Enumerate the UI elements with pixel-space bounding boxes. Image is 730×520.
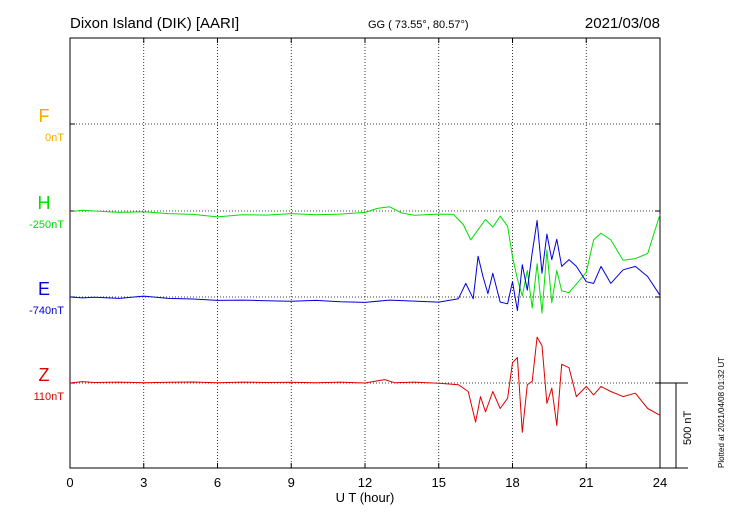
trace-z <box>69 336 661 433</box>
trace-h <box>69 206 661 314</box>
grid-lines <box>70 38 660 468</box>
data-traces <box>69 206 661 433</box>
component-labels: F 0nT H -250nT E -740nT Z 110nT <box>29 106 64 403</box>
component-baseline-e: -740nT <box>29 305 64 317</box>
component-letter-f: F <box>39 106 50 126</box>
x-tick-label: 9 <box>288 475 295 490</box>
trace-e <box>69 220 661 312</box>
x-tick-label: 18 <box>505 475 519 490</box>
x-axis-label: U T (hour) <box>336 490 395 505</box>
station-coordinates: GG ( 73.55°, 80.57°) <box>368 19 469 31</box>
x-tick-label: 0 <box>66 475 73 490</box>
component-baseline-z: 110nT <box>34 391 65 403</box>
component-baseline-h: -250nT <box>29 219 64 231</box>
component-baseline-f: 0nT <box>45 132 64 144</box>
scale-bar-label: 500 nT <box>682 410 694 445</box>
x-tick-label: 12 <box>358 475 372 490</box>
component-letter-h: H <box>38 193 51 213</box>
component-letter-z: Z <box>39 365 50 385</box>
x-tick-label: 3 <box>140 475 147 490</box>
plot-timestamp: Plotted at 2021/04/08 01:32 UT <box>717 357 726 468</box>
x-tick-label: 15 <box>432 475 446 490</box>
plot-date: 2021/03/08 <box>585 15 660 32</box>
station-title: Dixon Island (DIK) [AARI] <box>70 15 239 32</box>
x-tick-label: 6 <box>214 475 221 490</box>
scale-bar: 500 nT <box>660 382 694 469</box>
x-tick-label: 24 <box>653 475 667 490</box>
component-letter-e: E <box>38 279 50 299</box>
x-tick-label: 21 <box>579 475 593 490</box>
x-axis-ticks: 0 3 6 9 12 15 18 21 24 <box>66 38 667 490</box>
plot-frame <box>69 37 661 469</box>
